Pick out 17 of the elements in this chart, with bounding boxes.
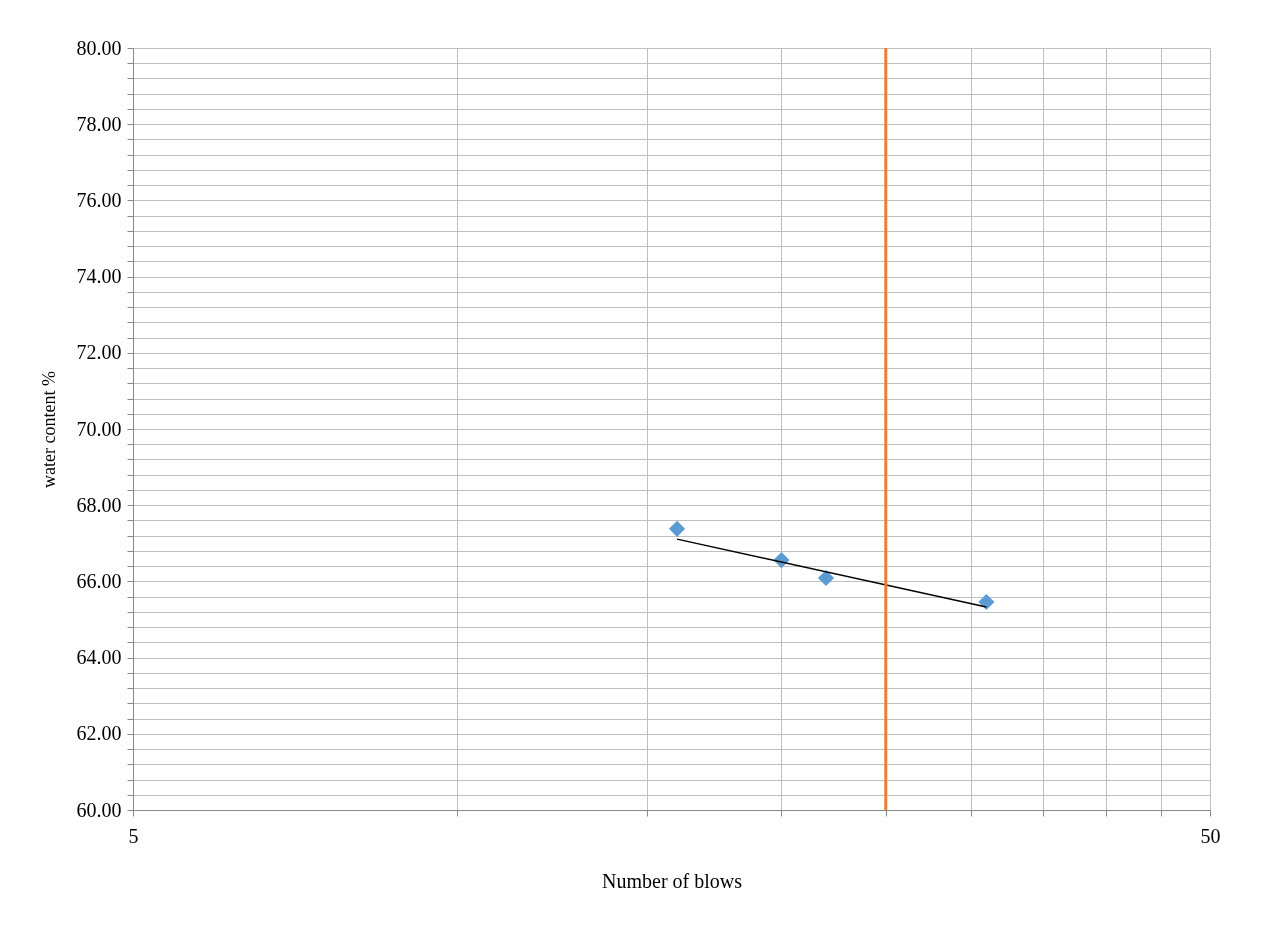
y-tick-label: 72.00	[76, 341, 122, 364]
y-tick-label: 60.00	[76, 798, 122, 821]
y-tick-label: 74.00	[76, 265, 122, 288]
point	[978, 593, 995, 611]
y-tick-label: 66.00	[76, 569, 122, 592]
y-tick-label: 78.00	[76, 112, 122, 135]
y-tick-label: 62.00	[76, 722, 122, 745]
y-tick-label: 68.00	[76, 493, 122, 516]
y-axis-title: water content %	[38, 371, 59, 488]
point	[668, 520, 686, 537]
x-tick-label: 50	[1200, 824, 1221, 847]
x-tick-label: 5	[128, 824, 139, 847]
x-axis-title: Number of blows	[602, 869, 743, 892]
y-tick-label: 80.00	[76, 36, 122, 59]
y-tick-label: 64.00	[76, 646, 122, 669]
y-tick-label: 76.00	[76, 188, 122, 211]
y-tick-label: 70.00	[76, 417, 122, 440]
